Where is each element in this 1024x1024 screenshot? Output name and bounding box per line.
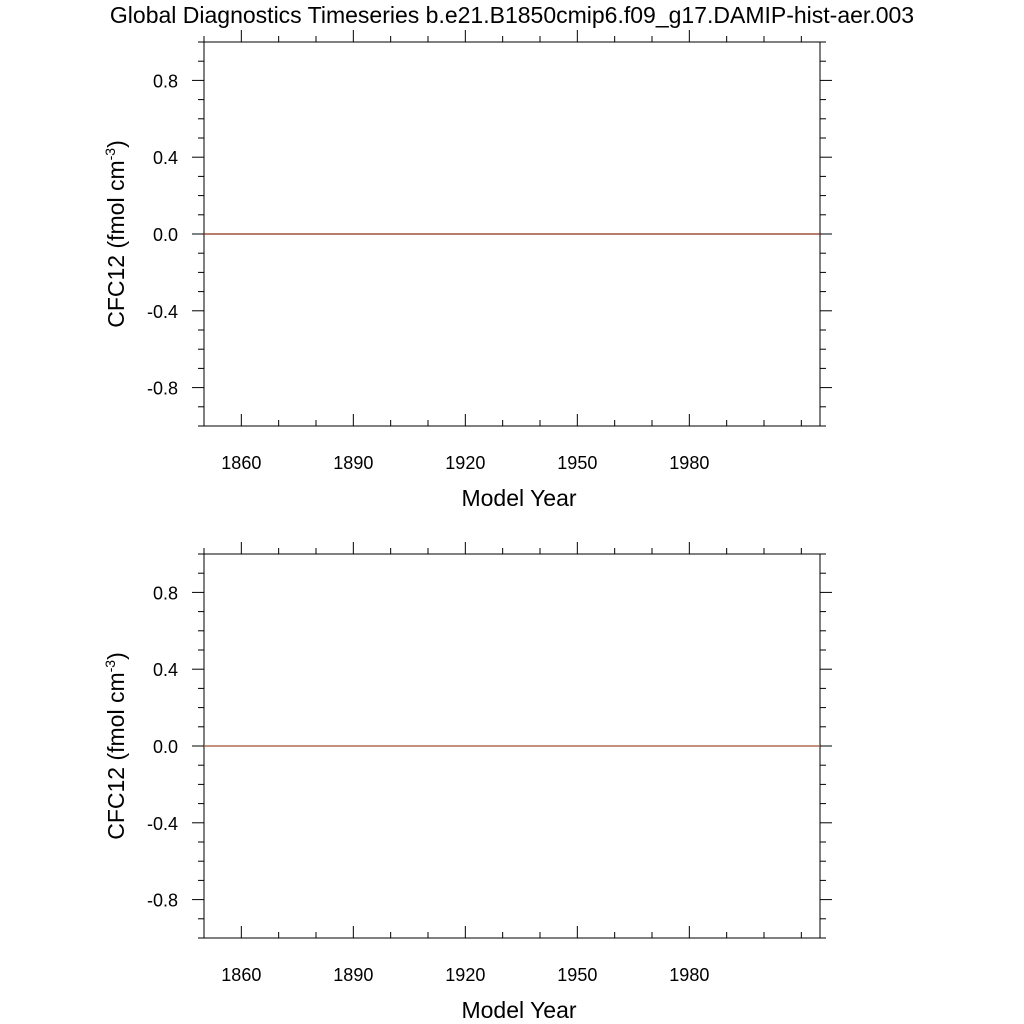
y-axis-label-exponent: -3	[102, 148, 118, 161]
chart-panel-2: -0.8 -0.4 0.0 0.4 0.8 1860 1890 1920 1950 1980 Mod…	[102, 542, 832, 1023]
y-axis-label-main: CFC12 (fmol cm	[103, 160, 129, 327]
page-title: Global Diagnostics Timeseries b.e21.B185…	[109, 2, 915, 28]
y-axis-label-main: CFC12 (fmol cm	[103, 672, 129, 839]
x-tick-label: 1860	[221, 453, 261, 473]
x-tick-label: 1950	[557, 965, 597, 985]
y-axis-label: CFC12 (fmol cm-3)	[102, 652, 129, 840]
y-tick-label: -0.8	[147, 379, 178, 399]
x-axis-label: Model Year	[461, 997, 576, 1023]
x-tick-label: 1950	[557, 453, 597, 473]
y-axis-label: CFC12 (fmol cm-3)	[102, 140, 129, 328]
y-tick-label: -0.8	[147, 891, 178, 911]
x-tick-label: 1980	[669, 453, 709, 473]
y-tick-label: 0.0	[153, 225, 178, 245]
x-tick-label: 1860	[221, 965, 261, 985]
y-tick-label: 0.0	[153, 737, 178, 757]
y-tick-label: -0.4	[147, 302, 178, 322]
y-tick-label: 0.8	[153, 71, 178, 91]
y-axis-label-suffix: )	[103, 652, 129, 660]
x-tick-label: 1920	[445, 965, 485, 985]
y-tick-label: -0.4	[147, 814, 178, 834]
chart-panel-1: -0.8 -0.4 0.0 0.4 0.8 1860 1890 1920 1950 1980 Mod…	[102, 30, 832, 511]
y-tick-label: 0.4	[153, 660, 178, 680]
y-axis-label-exponent: -3	[102, 660, 118, 673]
x-tick-label: 1980	[669, 965, 709, 985]
x-tick-label: 1890	[333, 453, 373, 473]
x-axis-label: Model Year	[461, 485, 576, 511]
y-tick-label: 0.4	[153, 148, 178, 168]
y-axis-label-suffix: )	[103, 140, 129, 148]
y-tick-label: 0.8	[153, 583, 178, 603]
x-tick-label: 1890	[333, 965, 373, 985]
x-tick-label: 1920	[445, 453, 485, 473]
